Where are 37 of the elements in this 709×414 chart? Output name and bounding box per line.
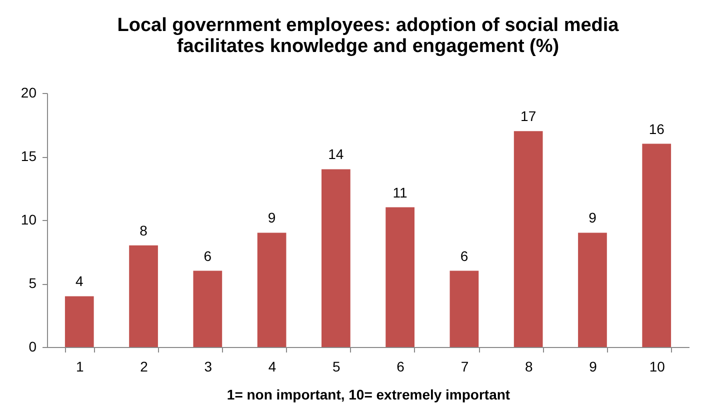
bar	[322, 169, 350, 347]
y-tick-label: 0	[28, 338, 37, 354]
bar	[257, 232, 286, 347]
bar	[514, 131, 543, 347]
x-tick-label: 8	[524, 358, 533, 374]
x-tick-label: 2	[140, 358, 148, 374]
data-label: 6	[204, 248, 212, 264]
data-label: 4	[75, 273, 84, 290]
bar	[642, 144, 672, 347]
data-label: 11	[392, 184, 408, 200]
data-label: 16	[648, 120, 665, 137]
y-tick-label: 10	[20, 212, 37, 228]
data-label: 9	[588, 210, 597, 226]
y-tick-label: 5	[28, 275, 37, 291]
chart-title: Local government employees: adoption of social media facilitates knowledge and engagement (%)	[117, 15, 620, 57]
y-tick-label: 15	[20, 148, 37, 164]
x-tick-label: 10	[649, 358, 666, 374]
x-tick-label: 6	[396, 358, 405, 374]
data-label: 17	[520, 108, 536, 124]
data-label: 14	[328, 146, 344, 162]
x-tick-label: 3	[204, 358, 212, 374]
data-label: 9	[268, 210, 276, 226]
x-tick-label: 9	[589, 358, 598, 374]
bar	[386, 207, 414, 347]
x-tick-label: 5	[332, 358, 341, 374]
x-tick-label: 7	[460, 358, 469, 374]
y-tick-label: 20	[20, 84, 37, 100]
data-label: 6	[460, 248, 468, 264]
x-tick-label: 4	[268, 358, 276, 374]
x-axis-title: 1= non important, 10= extremely important	[226, 386, 510, 402]
x-tick-label: 1	[76, 358, 84, 374]
bar	[64, 296, 94, 347]
bar	[578, 232, 607, 347]
data-label: 8	[140, 222, 148, 238]
bar	[193, 270, 222, 347]
bar	[450, 270, 479, 347]
bar	[129, 245, 158, 347]
